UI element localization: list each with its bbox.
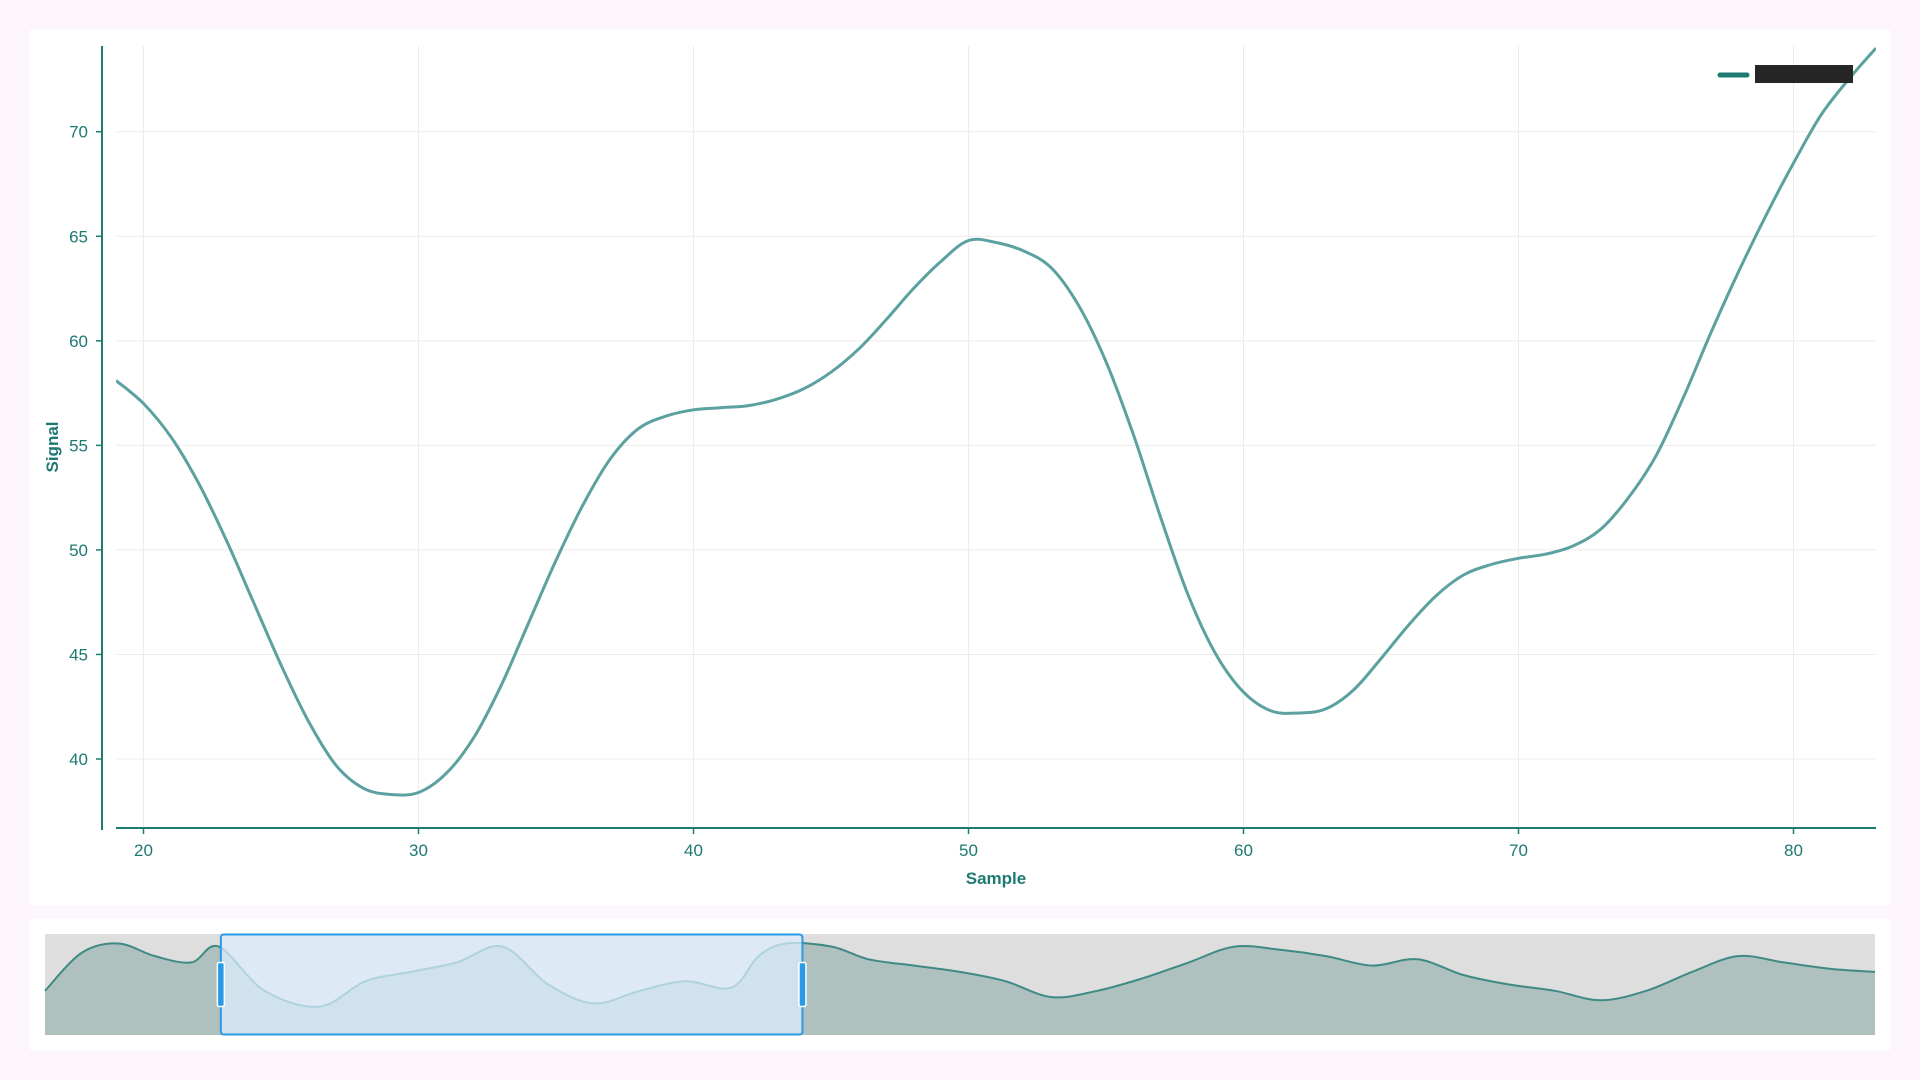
series-line (116, 47, 1876, 797)
navigator-handle-right-grip[interactable] (798, 961, 807, 1008)
navigator-handle-right[interactable] (798, 961, 807, 1008)
y-tick-label: 65 (69, 227, 88, 246)
range-navigator-panel[interactable] (30, 919, 1890, 1050)
x-tick-label: 50 (959, 841, 978, 860)
y-axis-title: Signal (43, 421, 62, 472)
x-tick-label: 70 (1509, 841, 1528, 860)
main-chart-panel: 20 30 40 50 60 70 80 40 45 50 55 60 65 70 Sample Signal (30, 30, 1890, 905)
legend (1717, 65, 1853, 83)
line-chart: 20 30 40 50 60 70 80 40 45 50 55 60 65 70 Sample Signal (43, 46, 1876, 888)
navigator-handle-left[interactable] (216, 961, 226, 1008)
y-tick-label: 70 (69, 123, 88, 142)
x-tick-label: 80 (1784, 841, 1803, 860)
x-tick-label: 40 (684, 841, 703, 860)
range-navigator[interactable] (30, 919, 1890, 1050)
y-tick-label: 40 (69, 750, 88, 769)
y-tick-label: 55 (69, 436, 88, 455)
navigator-selection[interactable] (219, 933, 804, 1036)
y-tick-label: 60 (69, 332, 88, 351)
x-tick-label: 20 (134, 841, 153, 860)
x-tick-label: 30 (409, 841, 428, 860)
x-axis-title: Sample (966, 869, 1026, 888)
navigator-handle-left-grip[interactable] (216, 961, 226, 1008)
y-tick-label: 45 (69, 645, 88, 664)
legend-label-box (1755, 65, 1853, 83)
y-tick-label: 50 (69, 541, 88, 560)
x-tick-label: 60 (1234, 841, 1253, 860)
